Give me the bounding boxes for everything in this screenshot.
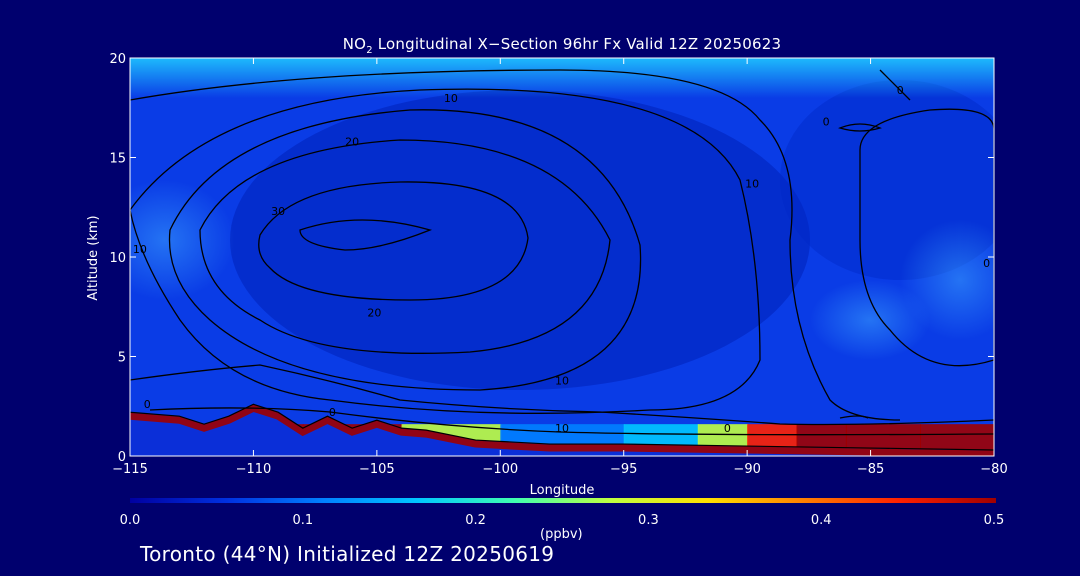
contour-label: 0 xyxy=(983,257,990,270)
colorbar-tick-label: 0.2 xyxy=(465,513,486,528)
footer-caption: Toronto (44°N) Initialized 12Z 20250619 xyxy=(140,542,555,566)
contour-line xyxy=(130,88,761,414)
y-tick-label: 15 xyxy=(109,152,126,167)
chart-title: NO2 Longitudinal X−Section 96hr Fx Valid… xyxy=(130,35,994,56)
title-subscript: 2 xyxy=(366,45,373,56)
colorbar-tick-label: 0.5 xyxy=(984,513,1005,528)
contour-line xyxy=(838,123,882,132)
contour-label: 10 xyxy=(444,92,458,105)
x-tick-label: −80 xyxy=(980,462,1007,477)
title-rest: Longitudinal X−Section 96hr Fx Valid 12Z… xyxy=(372,35,782,53)
x-tick-label: −85 xyxy=(857,462,884,477)
colorbar-tick-label: 0.4 xyxy=(811,513,832,528)
colorbar-ticks: 0.0 0.1 0.2 0.3 0.4 0.5 xyxy=(120,513,1005,528)
contour-label: 10 xyxy=(555,374,569,387)
contour-label: 10 xyxy=(133,243,147,256)
colorbar-units: (ppbv) xyxy=(540,527,583,542)
x-tick-label: −90 xyxy=(733,462,760,477)
x-tick-label: −110 xyxy=(236,462,272,477)
contour-line xyxy=(168,109,642,391)
colorbar xyxy=(130,498,996,503)
contour-label: 20 xyxy=(345,136,359,149)
contour-line xyxy=(258,181,529,301)
terrain-mask xyxy=(130,404,994,456)
contour-line xyxy=(130,69,901,421)
contour-label: 0 xyxy=(724,422,731,435)
contour-label: 20 xyxy=(367,307,381,320)
x-tick-label: −115 xyxy=(112,462,148,477)
y-axis-label: Altitude (km) xyxy=(86,215,101,300)
contour-line xyxy=(130,364,994,426)
title-main: NO xyxy=(342,35,367,53)
field-light-mid xyxy=(810,280,930,360)
contour-label: 10 xyxy=(555,422,569,435)
y-tick-label: 20 xyxy=(109,52,126,67)
y-tick-label: 0 xyxy=(118,450,126,465)
x-axis-label: Longitude xyxy=(530,483,595,498)
contour-label: 10 xyxy=(745,177,759,190)
contour-line xyxy=(149,407,994,436)
colorbar-tick-label: 0.0 xyxy=(120,513,141,528)
contour-line xyxy=(839,415,869,419)
colorbar-tick-label: 0.1 xyxy=(292,513,313,528)
y-tick-label: 10 xyxy=(109,251,126,266)
field-top-glow xyxy=(130,58,994,98)
plot-area: 10 20 30 10 20 10 0 0 0 10 10 0 0 0 xyxy=(130,58,994,456)
contour-line xyxy=(879,69,911,101)
colorbar-tick-label: 0.3 xyxy=(638,513,659,528)
contour-label: 30 xyxy=(271,205,285,218)
contour-labels: 10 20 30 10 20 10 0 0 0 10 10 0 0 0 xyxy=(133,84,990,435)
contour-lines xyxy=(130,69,994,436)
contour-line xyxy=(199,139,611,354)
y-tick-label: 5 xyxy=(118,351,126,366)
terrain-high-no2 xyxy=(130,404,994,456)
contour-label: 0 xyxy=(897,84,904,97)
contour-line xyxy=(299,219,433,251)
contour-label: 0 xyxy=(329,406,336,419)
contour-label: 0 xyxy=(144,398,151,411)
terrain-outline xyxy=(130,403,994,451)
x-tick-label: −100 xyxy=(482,462,518,477)
contour-label: 0 xyxy=(823,116,830,129)
field-dark-core xyxy=(230,90,810,390)
x-tick-label: −95 xyxy=(610,462,637,477)
axes: −115 −110 −105 −100 −95 −90 −85 −80 0 5 10 15 20 xyxy=(109,52,1007,477)
x-tick-label: −105 xyxy=(359,462,395,477)
surface-no2-layer xyxy=(130,403,994,456)
